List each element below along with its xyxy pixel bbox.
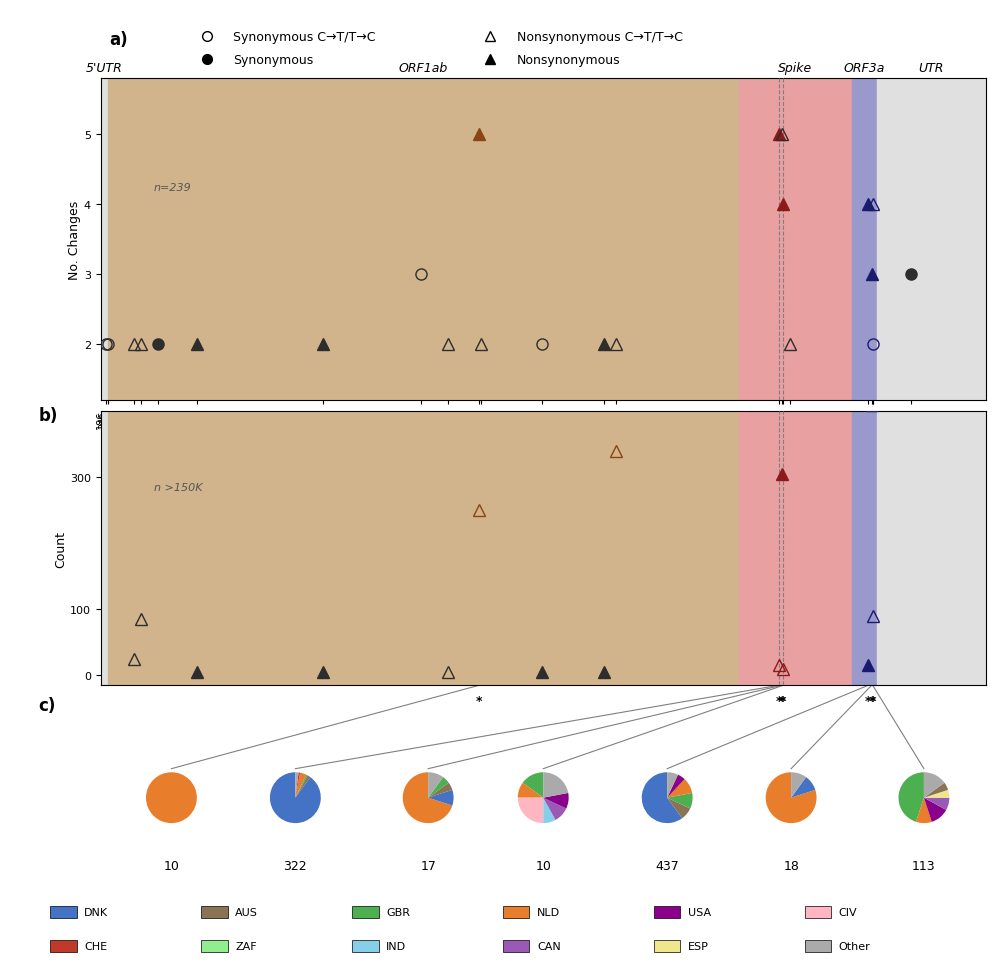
- Wedge shape: [429, 783, 453, 798]
- Text: DNK: DNK: [85, 907, 109, 916]
- Wedge shape: [296, 773, 300, 798]
- Wedge shape: [667, 793, 692, 809]
- Text: Other: Other: [839, 941, 870, 951]
- Bar: [352, 940, 378, 952]
- Wedge shape: [543, 798, 555, 824]
- Text: 10: 10: [164, 859, 179, 871]
- Bar: [352, 906, 378, 917]
- Wedge shape: [667, 798, 690, 819]
- Wedge shape: [924, 798, 947, 822]
- Wedge shape: [924, 790, 950, 798]
- Wedge shape: [667, 775, 685, 798]
- Text: AUS: AUS: [235, 907, 258, 916]
- Text: Nonsynonymous C→T/T→C: Nonsynonymous C→T/T→C: [517, 30, 682, 44]
- Bar: [50, 906, 76, 917]
- Wedge shape: [270, 773, 321, 824]
- Text: ZAF: ZAF: [235, 941, 257, 951]
- Bar: [109, 79, 738, 401]
- Text: *: *: [869, 694, 876, 707]
- Bar: [109, 412, 738, 686]
- Bar: [101, 412, 109, 686]
- Bar: [739, 412, 852, 686]
- Text: *: *: [865, 694, 871, 707]
- Text: Synonymous: Synonymous: [233, 54, 314, 66]
- Text: GBR: GBR: [386, 907, 410, 916]
- Text: ESP: ESP: [688, 941, 709, 951]
- Wedge shape: [642, 773, 682, 824]
- Text: 10: 10: [535, 859, 551, 871]
- Text: 18: 18: [784, 859, 799, 871]
- Bar: [101, 79, 109, 401]
- Wedge shape: [296, 776, 310, 798]
- Text: ORF3a: ORF3a: [844, 63, 885, 75]
- Text: ORF1ab: ORF1ab: [399, 63, 449, 75]
- Wedge shape: [429, 790, 454, 806]
- Bar: [201, 940, 227, 952]
- Text: 437: 437: [655, 859, 679, 871]
- Y-axis label: Count: Count: [54, 531, 67, 567]
- Text: b): b): [38, 406, 58, 424]
- Text: *: *: [779, 694, 786, 707]
- Wedge shape: [518, 798, 543, 824]
- Text: Spike: Spike: [779, 63, 813, 75]
- Bar: [201, 906, 227, 917]
- Wedge shape: [429, 773, 443, 798]
- Wedge shape: [766, 773, 817, 824]
- Wedge shape: [518, 783, 543, 798]
- Wedge shape: [667, 780, 692, 798]
- Text: n=239: n=239: [154, 183, 191, 192]
- Wedge shape: [791, 773, 806, 798]
- Bar: [877, 412, 986, 686]
- Text: 5'UTR: 5'UTR: [87, 63, 123, 75]
- Text: IND: IND: [386, 941, 406, 951]
- Wedge shape: [543, 798, 566, 820]
- Wedge shape: [916, 798, 932, 824]
- Wedge shape: [296, 773, 306, 798]
- Wedge shape: [898, 773, 924, 822]
- Text: *: *: [868, 694, 875, 707]
- Text: 113: 113: [912, 859, 936, 871]
- Wedge shape: [296, 775, 308, 798]
- Y-axis label: No. Changes: No. Changes: [68, 200, 80, 279]
- Wedge shape: [924, 798, 950, 810]
- Text: *: *: [476, 694, 483, 707]
- Wedge shape: [543, 773, 568, 798]
- Bar: [852, 79, 877, 401]
- Wedge shape: [924, 783, 948, 798]
- Text: *: *: [776, 694, 783, 707]
- Text: CHE: CHE: [85, 941, 108, 951]
- Text: Synonymous C→T/T→C: Synonymous C→T/T→C: [233, 30, 376, 44]
- Text: 322: 322: [284, 859, 307, 871]
- Bar: [654, 940, 680, 952]
- Bar: [50, 940, 76, 952]
- Bar: [805, 906, 831, 917]
- Wedge shape: [924, 773, 945, 798]
- Text: c): c): [38, 697, 56, 714]
- Bar: [739, 79, 852, 401]
- Text: *: *: [781, 694, 787, 707]
- Text: n >150K: n >150K: [154, 483, 202, 493]
- Text: NLD: NLD: [537, 907, 560, 916]
- Bar: [503, 940, 529, 952]
- Wedge shape: [523, 773, 543, 798]
- Bar: [503, 906, 529, 917]
- Text: CIV: CIV: [839, 907, 857, 916]
- Wedge shape: [429, 778, 449, 798]
- Text: Nonsynonymous: Nonsynonymous: [517, 54, 621, 66]
- Wedge shape: [791, 778, 815, 798]
- Wedge shape: [402, 773, 453, 824]
- Text: UTR: UTR: [918, 63, 944, 75]
- Bar: [654, 906, 680, 917]
- Wedge shape: [296, 773, 299, 798]
- Bar: [805, 940, 831, 952]
- Text: CAN: CAN: [537, 941, 560, 951]
- Bar: [877, 79, 986, 401]
- Bar: [852, 412, 877, 686]
- Text: a): a): [110, 31, 128, 49]
- Text: 17: 17: [421, 859, 436, 871]
- Wedge shape: [146, 773, 197, 824]
- Text: USA: USA: [688, 907, 711, 916]
- Wedge shape: [543, 793, 568, 809]
- Wedge shape: [667, 773, 678, 798]
